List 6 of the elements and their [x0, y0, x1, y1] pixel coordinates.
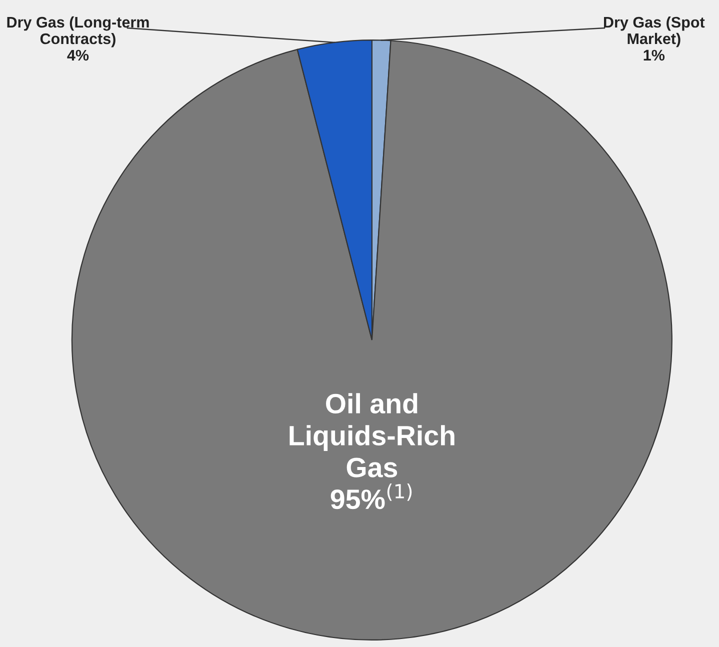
data-label: 4%: [67, 50, 89, 61]
data-label: 95%$^{(1)}$: [330, 484, 412, 510]
slice-label: Oil and Liquids-Rich Gas: [290, 393, 454, 478]
slice-label: Dry Gas (Long-term Contracts): [7, 16, 149, 48]
data-label: 1%: [644, 50, 665, 61]
slice-label: Dry Gas (Spot Market): [604, 16, 705, 48]
